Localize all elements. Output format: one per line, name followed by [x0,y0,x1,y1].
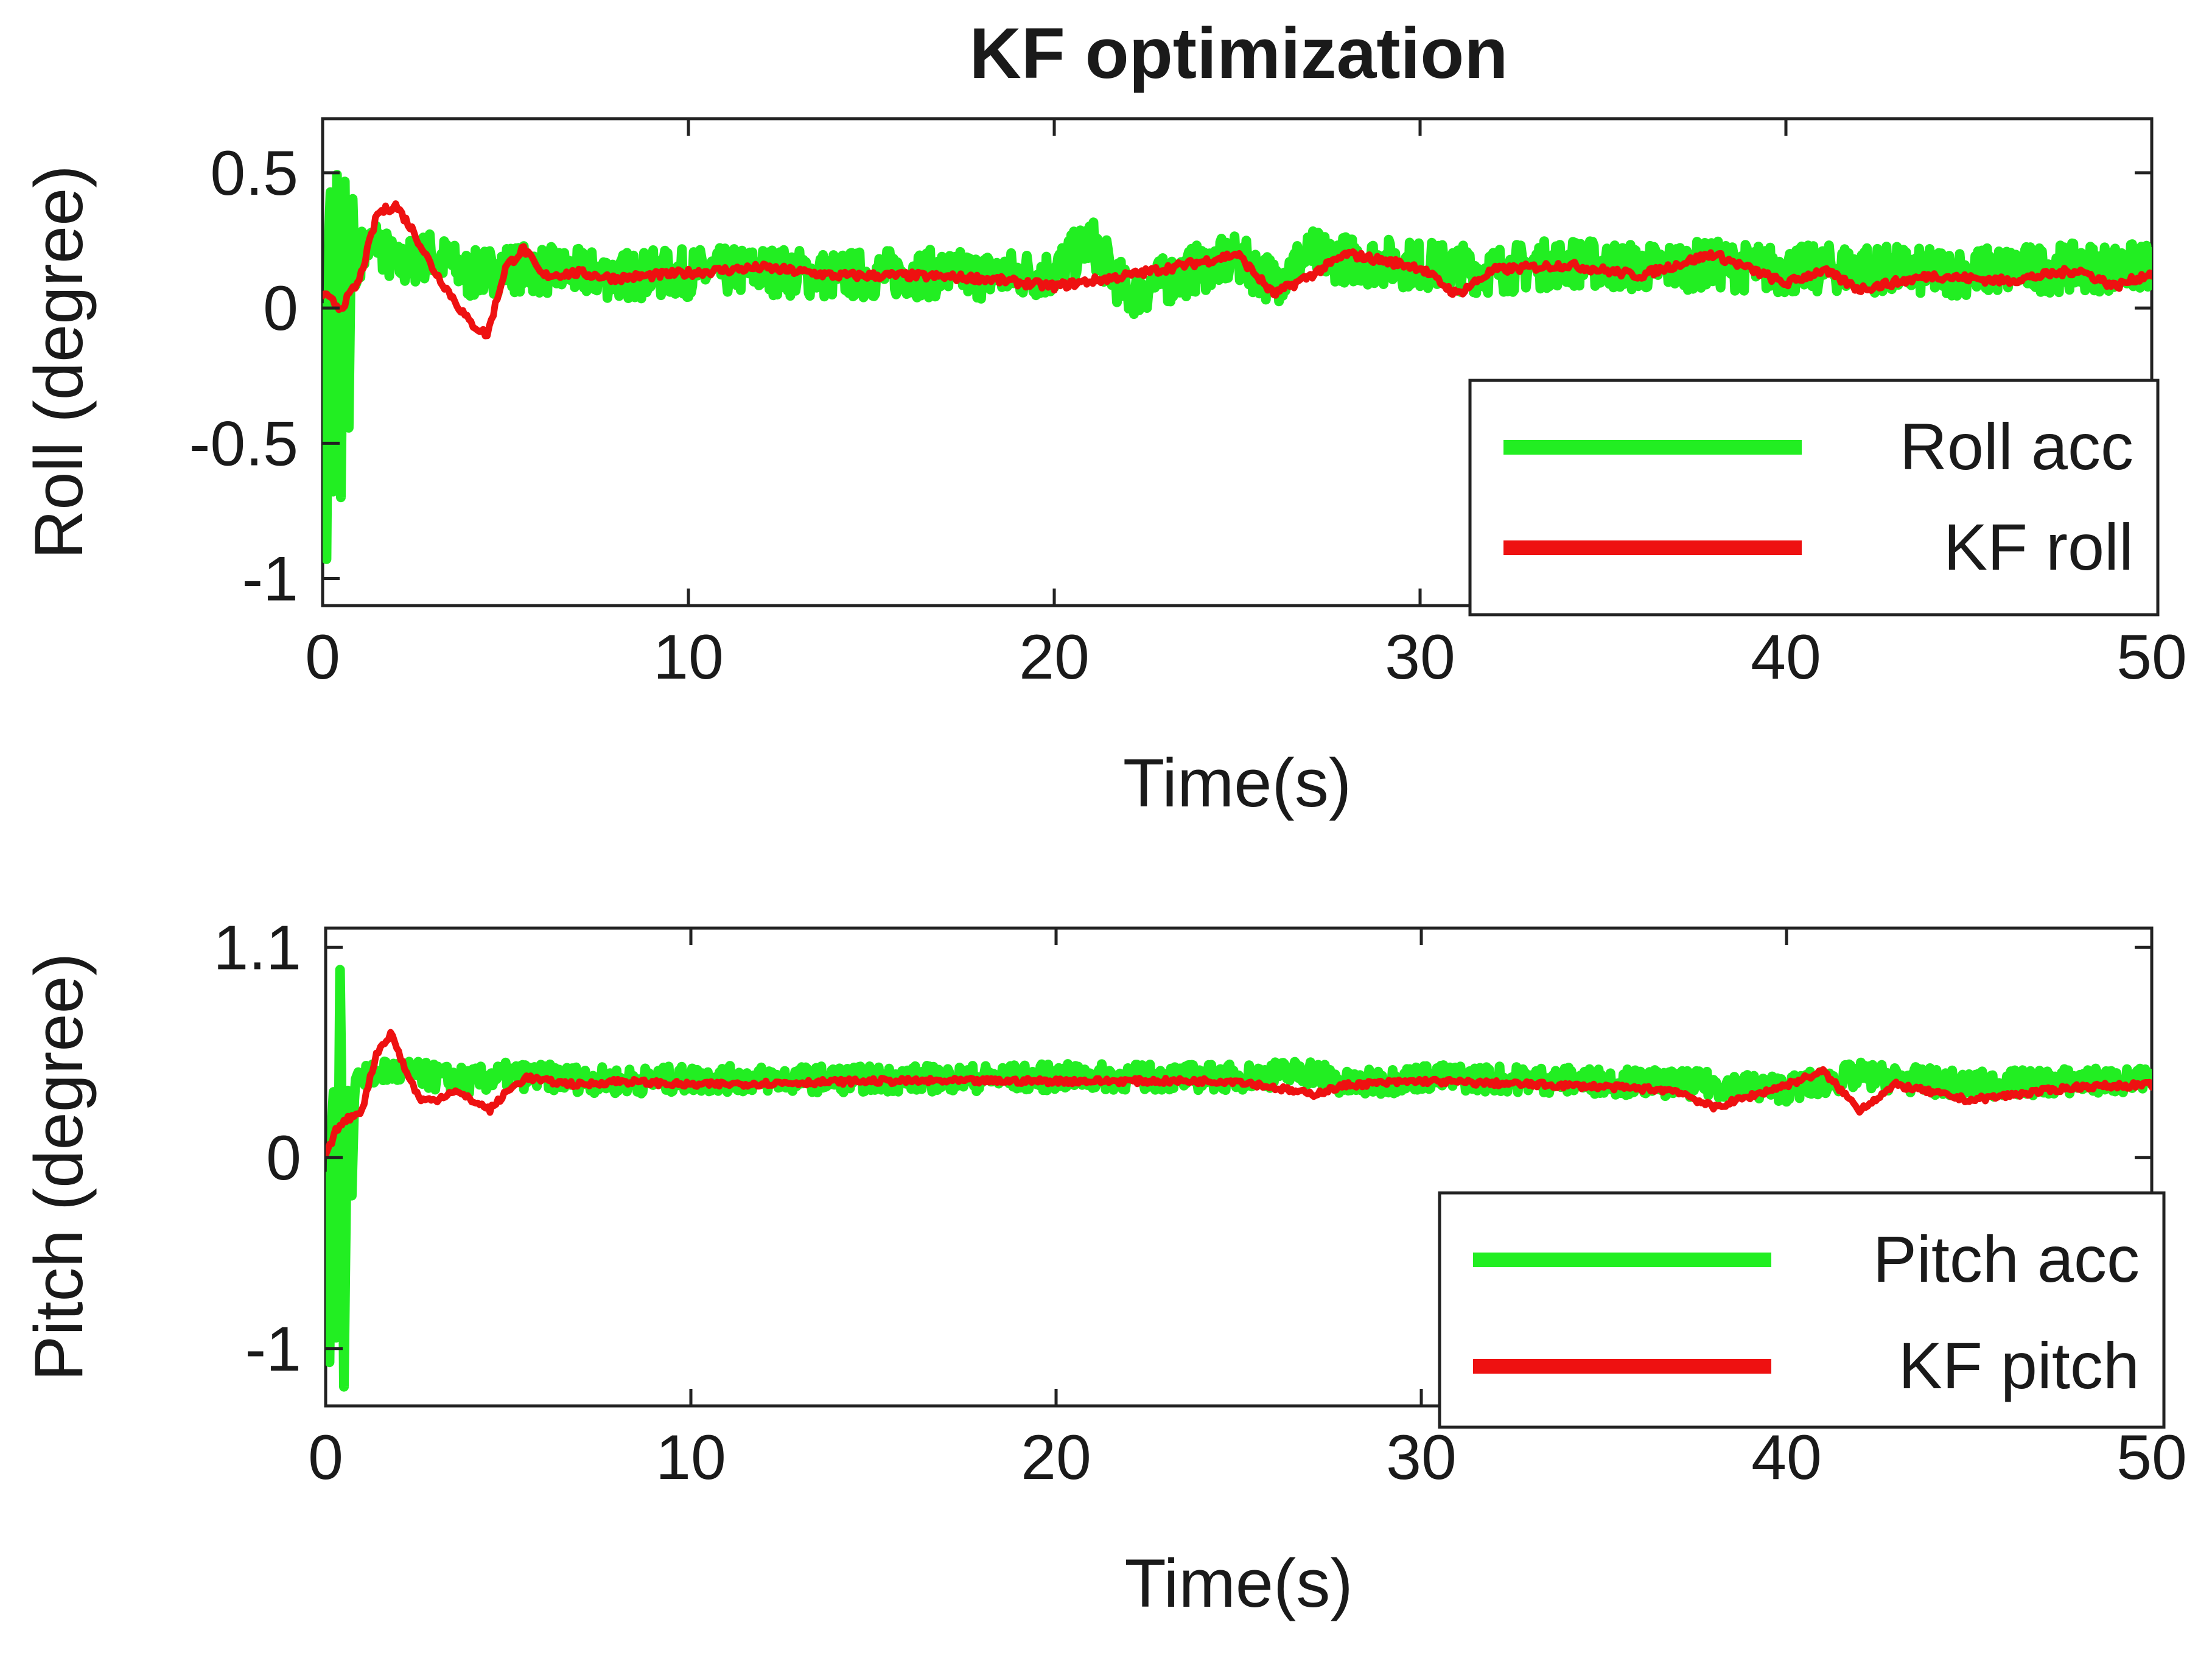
pitch-ytick-label: 1.1 [213,912,301,983]
pitch-xtick-label: 50 [2116,1422,2187,1493]
pitch-ytick-label: 0 [266,1123,301,1193]
pitch-xtick-label: 30 [1386,1422,1457,1493]
roll-xtick-label: 30 [1385,622,1455,693]
roll-xtick-label: 0 [305,622,340,693]
legend-label-kf-pitch: KF pitch [1899,1329,2140,1402]
roll-subplot: 0 10 20 30 40 50 0.5 0 -0.5 -1 Time(s) Roll (degree… [21,117,2187,821]
pitch-xtick-label: 0 [308,1422,343,1493]
roll-xtick-label: 20 [1019,622,1090,693]
legend-label-kf-roll: KF roll [1944,510,2133,584]
roll-series-layer [323,170,2152,564]
pitch-xtick-label: 20 [1021,1422,1091,1493]
pitch-xtick-label: 40 [1751,1422,1822,1493]
roll-xaxis-label: Time(s) [1123,745,1351,821]
legend-label-pitch-acc: Pitch acc [1873,1222,2140,1296]
pitch-ytick-label: -1 [245,1314,301,1385]
pitch-xaxis-label: Time(s) [1124,1545,1353,1621]
roll-xtick-label: 50 [2116,622,2187,693]
roll-ytick-label: 0.5 [210,138,298,209]
pitch-xtick-label: 10 [656,1422,726,1493]
roll-ytick-label: -0.5 [189,408,298,479]
roll-xtick-label: 40 [1751,622,1821,693]
pitch-series-kf-pitch [326,1029,2152,1159]
figure-title: KF optimization [970,13,1508,94]
roll-ytick-label: 0 [263,273,298,344]
legend-label-roll-acc: Roll acc [1900,410,2133,483]
roll-xtick-label: 10 [653,622,724,693]
pitch-legend: Pitch acc KF pitch [1438,1191,2166,1429]
pitch-yaxis-label: Pitch (degree) [21,953,97,1381]
pitch-series-layer [326,965,2152,1392]
roll-series-kf-roll [323,200,2152,340]
roll-legend: Roll acc KF roll [1468,379,2160,617]
roll-yaxis-label: Roll (degree) [21,165,97,559]
roll-ytick-label: -1 [242,544,298,615]
pitch-series-pitch-acc [326,965,2152,1392]
